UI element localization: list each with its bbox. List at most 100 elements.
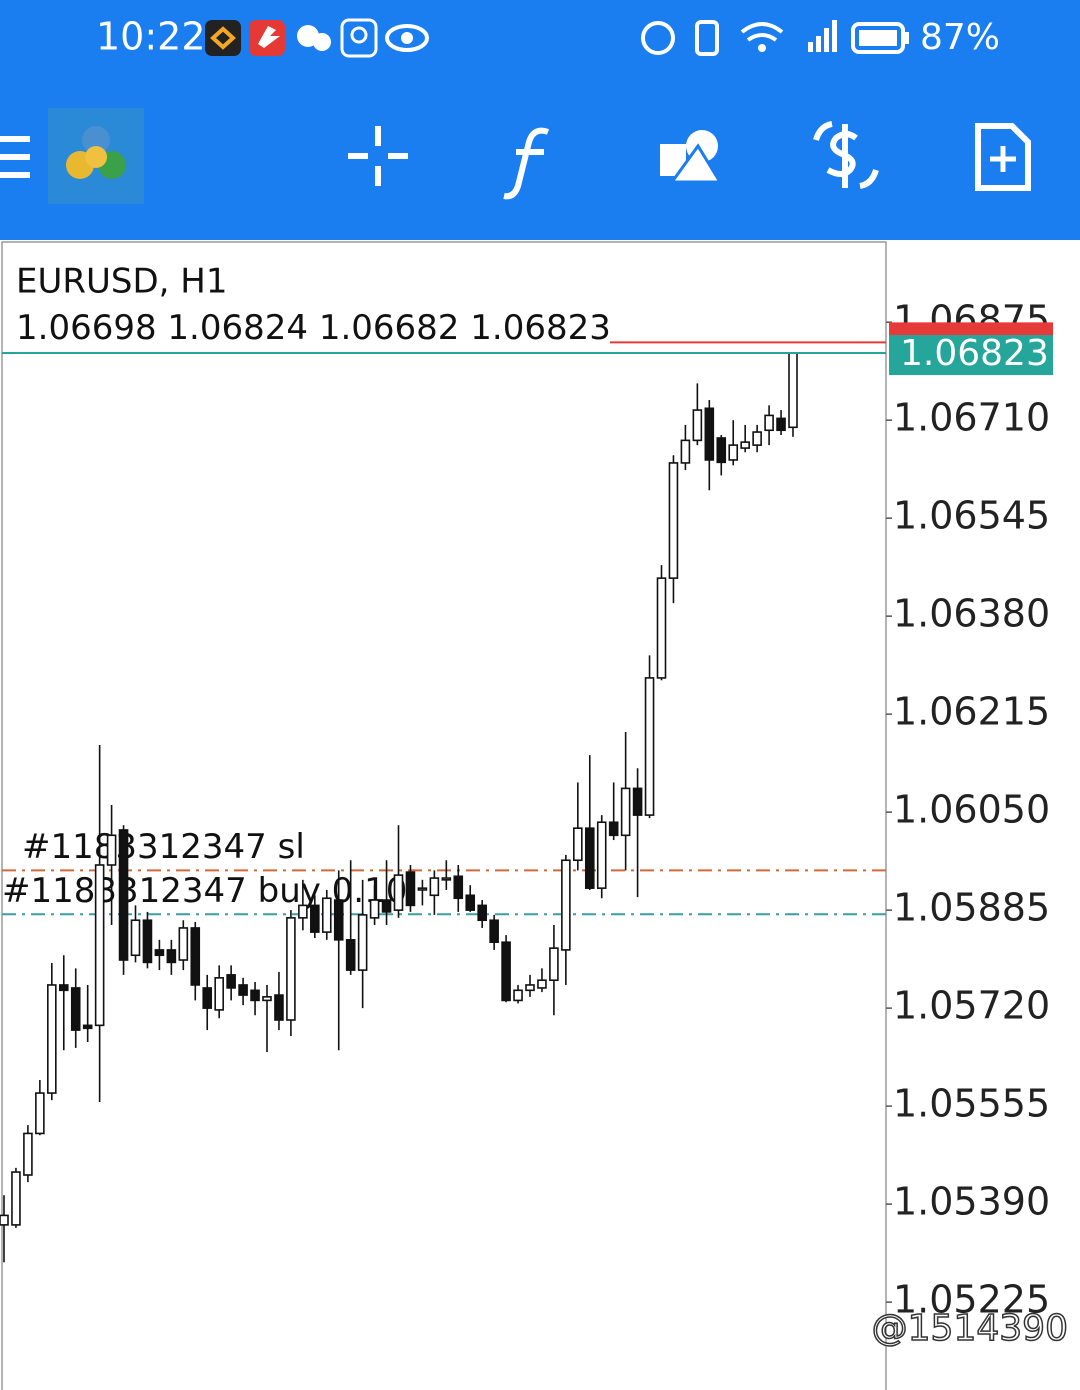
status-battery: 87%	[920, 17, 1000, 58]
candle-body	[596, 821, 607, 889]
candle-body	[286, 917, 296, 1021]
candle-body	[310, 904, 320, 933]
candle-body	[262, 996, 272, 1002]
candle-body	[501, 941, 511, 1002]
quote-value: 1.06824	[167, 308, 308, 348]
candle-body	[764, 414, 774, 432]
candle-body	[573, 827, 583, 862]
candle-body	[58, 984, 69, 992]
candle-body	[788, 352, 798, 429]
y-tick-label: 1.05225	[893, 1278, 1050, 1322]
app-bar	[0, 0, 1080, 240]
quote-value: 1.06698	[16, 308, 157, 348]
candle-body	[70, 987, 81, 1031]
candle-body	[429, 877, 440, 897]
chart-frame	[1, 241, 887, 1390]
quote-line: 1.06698 1.06824 1.06682 1.06823	[16, 308, 611, 348]
order-label: #1183312347 sl	[22, 827, 305, 867]
candle-body	[357, 914, 368, 971]
quote-value: 1.06682	[319, 308, 460, 348]
candle-body	[238, 984, 248, 996]
candle-body	[142, 919, 153, 964]
candle-body	[154, 949, 165, 957]
candle-body	[118, 829, 129, 961]
candle-body	[644, 677, 655, 816]
candle-body	[250, 989, 260, 1002]
candle-body	[214, 977, 224, 1011]
y-tick-label: 1.05720	[893, 984, 1050, 1028]
candle-body	[537, 979, 547, 989]
plot: #1183312347 sl#1183312347 buy 0.10	[0, 341, 886, 1263]
candle-body	[453, 875, 464, 900]
candle-body	[465, 894, 476, 911]
candle-body	[166, 949, 177, 964]
candle-body	[35, 1092, 45, 1135]
y-tick-label: 1.06380	[893, 592, 1050, 636]
candle-body	[0, 1214, 9, 1226]
candle-body	[525, 984, 535, 992]
candle-body	[656, 577, 667, 679]
candle-body	[333, 899, 344, 941]
bid-price-box	[889, 335, 1053, 376]
candle-body	[680, 439, 691, 464]
watermark: @1514390	[872, 1308, 1068, 1349]
candle-body	[381, 899, 392, 913]
candle-body	[608, 821, 619, 837]
candle-body	[47, 984, 57, 1094]
candle-body	[632, 787, 643, 816]
candle-body	[82, 1024, 93, 1030]
chart-title: EURUSD, H1	[16, 262, 227, 302]
mt4-logo[interactable]	[48, 108, 144, 204]
new-order-button[interactable]	[975, 123, 1031, 191]
price-axis: 1.068751.067101.065451.063801.062151.060…	[886, 298, 1053, 1322]
candle-body	[561, 859, 571, 951]
candle-body	[369, 899, 380, 919]
candle-body	[728, 444, 739, 461]
y-tick-label: 1.06215	[893, 690, 1050, 734]
candle-body	[716, 437, 727, 464]
trade-button[interactable]	[813, 121, 879, 189]
candle-body	[776, 417, 786, 432]
candle-body	[549, 947, 559, 982]
candle-body	[513, 989, 523, 1002]
y-tick-label: 1.05885	[893, 886, 1050, 930]
candle-body	[298, 904, 308, 919]
candle-body	[405, 871, 416, 907]
order-label: #1183312347 buy 0.10	[2, 871, 407, 911]
status-icons	[205, 18, 909, 58]
bid-price-label: 1.06823	[900, 333, 1049, 374]
y-tick-label: 1.05390	[893, 1180, 1050, 1224]
candle-body	[584, 827, 595, 889]
candle-body	[178, 927, 189, 961]
candle-body	[130, 919, 141, 957]
indicators-button[interactable]	[503, 127, 550, 200]
candle-body	[226, 974, 236, 989]
y-tick-label: 1.06050	[893, 788, 1050, 832]
candle-body	[477, 904, 487, 922]
y-tick-label: 1.06545	[893, 494, 1050, 538]
candle-body	[274, 994, 284, 1021]
status-time: 10:22	[96, 15, 206, 59]
candle-body	[417, 887, 428, 891]
candle-body	[11, 1171, 21, 1226]
candle-body	[106, 834, 117, 866]
candle-body	[704, 407, 715, 461]
objects-button[interactable]	[660, 130, 723, 184]
candle-body	[692, 409, 703, 442]
candle-body	[190, 927, 201, 986]
candle-body	[23, 1132, 33, 1176]
candle-body	[489, 919, 499, 944]
candle-body	[752, 431, 762, 446]
candle-body	[441, 877, 452, 881]
candle-body	[740, 441, 750, 449]
candle-body	[94, 864, 105, 1027]
quote-value: 1.06823	[470, 308, 611, 348]
candle-body	[620, 787, 631, 837]
candle-body	[202, 987, 213, 1009]
menu-button[interactable]	[0, 136, 30, 178]
toolbar	[0, 108, 1031, 204]
candle-body	[668, 462, 679, 579]
crosshair-button[interactable]	[348, 126, 408, 186]
y-tick-label: 1.06710	[893, 396, 1050, 440]
